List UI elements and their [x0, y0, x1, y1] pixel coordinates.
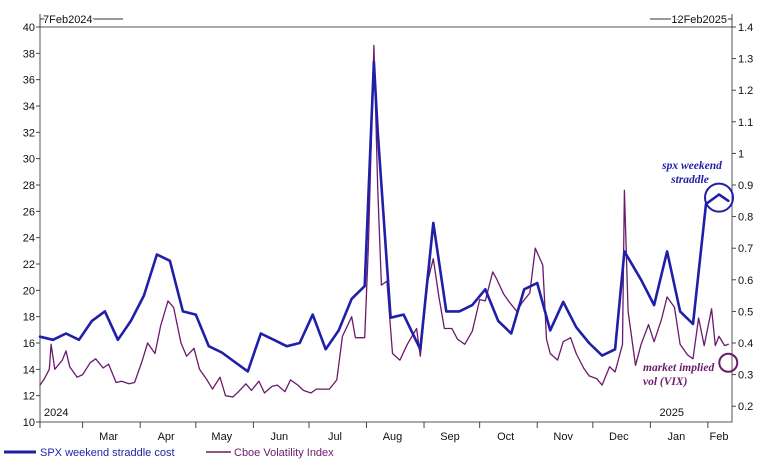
x-axis-tick-label: Apr	[158, 431, 175, 443]
left-axis-tick-label: 16	[23, 338, 35, 350]
x-axis: Mar Apr May Jun Jul Aug Sep Oct Nov Dec Jan Feb	[39, 422, 729, 443]
annotation-vix-circle	[718, 352, 739, 373]
x-axis-tick-label: Nov	[553, 431, 573, 443]
year-label-2025: 2025	[660, 407, 684, 419]
x-axis-tick-label: Oct	[497, 431, 514, 443]
left-axis-tick-label: 36	[23, 75, 35, 87]
left-axis-tick-label: 12	[23, 391, 35, 403]
x-axis-tick-label: Jun	[270, 431, 288, 443]
right-axis-tick-label: 0.3	[738, 370, 753, 382]
series-line-spx-weekend-straddle	[38, 60, 730, 373]
right-axis-tick-label: 1	[738, 148, 744, 160]
legend: SPX weekend straddle cost Cboe Volatilit…	[4, 447, 334, 459]
right-axis-tick-label: 0.7	[738, 243, 753, 255]
annotation-vix-line1: market implied	[643, 362, 714, 374]
left-axis-tick-label: 26	[23, 206, 35, 218]
series-layer	[38, 44, 730, 398]
x-axis-tick-label: Dec	[609, 431, 629, 443]
right-axis-tick-label: 0.5	[738, 306, 753, 318]
right-axis-tick-label: 0.6	[738, 275, 753, 287]
right-axis-tick-label: 0.2	[738, 401, 753, 413]
right-axis-tick-label: 0.4	[738, 338, 753, 350]
end-date-label: 12Feb2025	[671, 14, 727, 26]
right-y-axis: 0.2 0.3 0.4 0.5 0.6 0.7 0.8 0.9 1 1.1 1.2 1.3 1.4	[732, 22, 753, 413]
left-axis-tick-label: 10	[23, 417, 35, 429]
start-date-label: 7Feb2024	[43, 14, 93, 26]
right-axis-tick-label: 0.9	[738, 180, 753, 192]
right-axis-tick-label: 1.3	[738, 54, 753, 66]
x-axis-tick-label: Mar	[99, 431, 118, 443]
annotation-spx-circle	[704, 182, 735, 213]
left-axis-tick-label: 18	[23, 312, 35, 324]
left-axis-tick-label: 32	[23, 127, 35, 139]
left-axis-tick-label: 30	[23, 154, 35, 166]
left-axis-tick-label: 28	[23, 180, 35, 192]
plot-area-frame	[39, 26, 733, 423]
left-axis-tick-label: 22	[23, 259, 35, 271]
legend-label-vix: Cboe Volatility Index	[234, 447, 334, 459]
right-axis-tick-label: 1.4	[738, 22, 753, 34]
x-axis-tick-label: May	[211, 431, 232, 443]
left-axis-tick-label: 20	[23, 285, 35, 297]
left-axis-tick-label: 14	[23, 364, 35, 376]
right-axis-tick-label: 1.2	[738, 85, 753, 97]
legend-label-spx: SPX weekend straddle cost	[40, 447, 175, 459]
annotation-vix-line2: vol (VIX)	[643, 376, 688, 388]
year-label-2024: 2024	[44, 407, 68, 419]
right-axis-tick-label: 1.1	[738, 117, 753, 129]
x-axis-tick-label: Jan	[667, 431, 685, 443]
left-y-axis: 10 12 14 16 18 20 22 24 26 28 30 32 34 36 38 40	[23, 22, 40, 429]
left-axis-tick-label: 40	[23, 22, 35, 34]
x-axis-tick-label: Aug	[383, 431, 403, 443]
left-axis-tick-label: 38	[23, 48, 35, 60]
annotation-spx-line2: straddle	[670, 174, 709, 186]
x-axis-tick-label: Feb	[710, 431, 729, 443]
right-axis-tick-label: 0.8	[738, 212, 753, 224]
series-line-vix	[39, 44, 729, 398]
x-axis-tick-label: Jul	[328, 431, 342, 443]
x-axis-tick-label: Sep	[440, 431, 460, 443]
left-axis-tick-label: 24	[23, 233, 35, 245]
left-axis-tick-label: 34	[23, 101, 35, 113]
annotation-spx-line1: spx weekend	[661, 160, 722, 172]
